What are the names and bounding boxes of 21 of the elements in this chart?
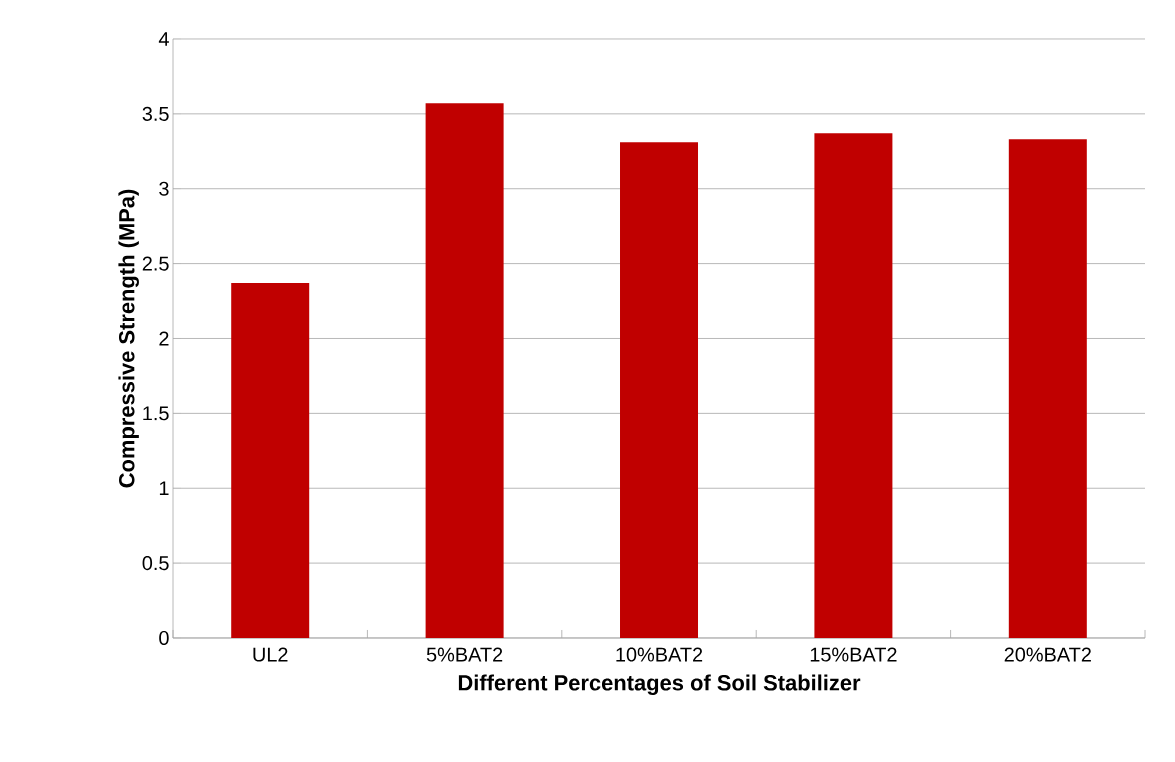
y-tick-label: 2.5 <box>142 256 169 271</box>
x-tick-label: UL2 <box>253 647 288 662</box>
bar <box>620 142 699 638</box>
x-tick-label: 10%BAT2 <box>616 647 703 662</box>
bar <box>1008 139 1087 638</box>
y-tick-label: 3 <box>159 181 169 196</box>
y-tick-label: 1 <box>159 481 169 496</box>
y-tick-label: 0.5 <box>142 556 169 571</box>
bar <box>231 283 310 638</box>
y-axis-title: Compressive Strength (MPa) <box>118 189 139 488</box>
x-tick-label: 20%BAT2 <box>1004 647 1091 662</box>
x-tick-label: 5%BAT2 <box>426 647 503 662</box>
y-tick-label: 4 <box>158 32 169 46</box>
y-tick-label: 2 <box>159 331 169 346</box>
x-tick-label: 15%BAT2 <box>810 647 897 662</box>
bar <box>814 133 893 638</box>
y-tick-label: 0 <box>159 630 169 646</box>
y-tick-label: 3.5 <box>142 106 169 121</box>
x-axis-title: Different Percentages of Soil Stabilizer <box>458 674 861 695</box>
bar <box>425 103 504 638</box>
y-tick-label: 1.5 <box>143 406 169 421</box>
